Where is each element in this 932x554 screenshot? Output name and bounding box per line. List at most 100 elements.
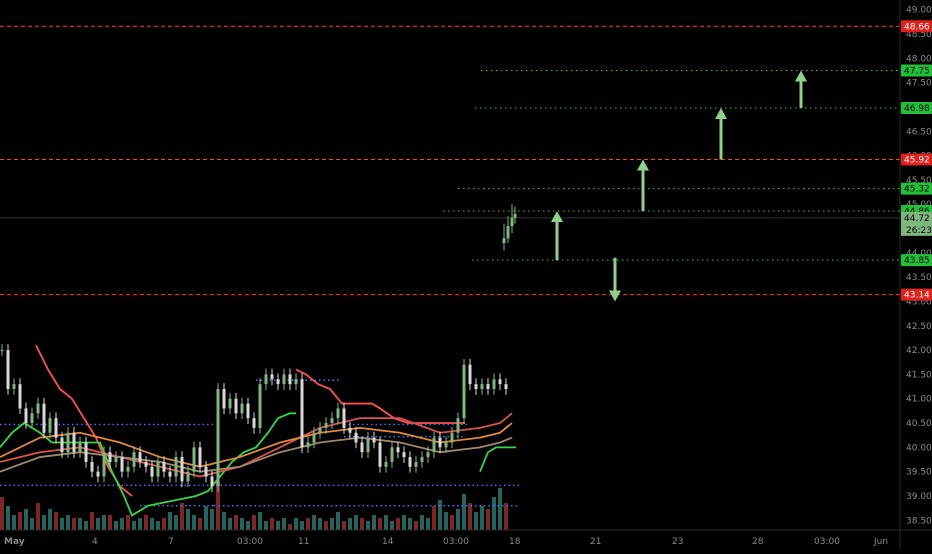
price-candle — [288, 374, 292, 385]
price-candle — [246, 403, 250, 419]
volume-bar — [318, 518, 322, 530]
volume-bar — [192, 515, 196, 530]
price-candle — [96, 471, 100, 477]
volume-bar — [72, 518, 76, 530]
price-candle — [204, 466, 208, 477]
price-candle — [402, 452, 406, 458]
price-candle — [72, 432, 76, 453]
volume-bar — [186, 509, 190, 530]
level-label-bg — [901, 20, 932, 33]
price-tick-label: 49.00 — [906, 6, 932, 16]
volume-bar — [222, 512, 226, 530]
volume-bar — [450, 515, 454, 530]
volume-bar — [180, 503, 184, 530]
price-candle — [60, 437, 64, 453]
price-candle — [6, 350, 10, 389]
volume-bar — [474, 512, 478, 530]
price-candle — [240, 403, 244, 414]
price-candle — [66, 432, 70, 453]
volume-bar — [480, 506, 484, 530]
volume-bar — [402, 515, 406, 530]
volume-bar — [126, 515, 130, 530]
volume-bar — [498, 488, 502, 530]
price-candle — [474, 384, 478, 389]
volume-bar — [486, 509, 490, 530]
volume-bar — [390, 521, 394, 530]
price-candle — [414, 461, 418, 467]
price-tick-label: 39.50 — [906, 468, 932, 478]
volume-bar — [30, 518, 34, 530]
price-candle — [360, 442, 364, 453]
volume-bar — [162, 518, 166, 530]
volume-bar — [114, 521, 118, 530]
price-candle — [90, 461, 94, 472]
time-tick-label: 4 — [92, 537, 98, 547]
price-tick-label: 48.00 — [906, 54, 932, 64]
volume-bar — [198, 518, 202, 530]
price-candle — [450, 432, 454, 443]
volume-bar — [150, 518, 154, 530]
volume-bar — [252, 515, 256, 530]
volume-bar — [216, 482, 220, 530]
price-candle — [432, 437, 436, 453]
price-candle — [162, 461, 166, 472]
price-candle — [480, 384, 484, 389]
volume-bar — [462, 494, 466, 530]
volume-bar — [270, 518, 274, 530]
price-candle — [492, 379, 496, 389]
volume-bar — [372, 515, 376, 530]
price-tick-label: 42.50 — [906, 322, 932, 332]
price-candle — [468, 364, 472, 385]
level-label-bg — [901, 101, 932, 114]
price-candle — [84, 442, 88, 462]
volume-bar — [354, 515, 358, 530]
volume-bar — [258, 512, 262, 530]
price-tick-label: 47.50 — [906, 79, 932, 89]
volume-bar — [84, 521, 88, 530]
volume-bar — [246, 521, 250, 530]
arrow-head — [795, 70, 807, 82]
price-tick-label: 45.50 — [906, 176, 932, 186]
volume-bar — [168, 512, 172, 530]
volume-bar — [24, 509, 28, 530]
volume-bar — [348, 518, 352, 530]
up-arrow — [715, 107, 727, 160]
time-tick-label: 03:00 — [237, 537, 263, 547]
time-tick-label: 7 — [168, 537, 174, 547]
price-candle — [390, 447, 394, 462]
price-candle — [42, 403, 46, 433]
time-tick-label: 28 — [752, 537, 764, 547]
price-candle — [336, 408, 340, 419]
candle-body — [502, 238, 506, 244]
price-candle — [198, 447, 202, 467]
price-candle — [180, 457, 184, 482]
price-candle — [108, 452, 112, 462]
price-candle — [234, 398, 238, 414]
time-axis[interactable]: May 4 7 03:00 11 14 03:00 18 21 23 28 03:00 Jun — [4, 537, 888, 547]
countdown-label-text: 26:23 — [906, 226, 932, 236]
volume-bar — [468, 503, 472, 530]
level-label-bg — [901, 182, 932, 195]
down-arrow — [609, 257, 621, 302]
volume-bar — [366, 521, 370, 530]
volume-bar — [306, 518, 310, 530]
price-tick-label: 43.50 — [906, 273, 932, 283]
price-candle — [78, 442, 82, 453]
price-candle — [264, 374, 268, 385]
volume-bar — [294, 518, 298, 530]
price-candle — [174, 457, 178, 477]
volume-bar — [312, 515, 316, 530]
volume-bar — [66, 515, 70, 530]
indicator-line — [0, 412, 513, 478]
price-candle — [312, 432, 316, 443]
volume-bar — [240, 518, 244, 530]
volume-bar — [288, 524, 292, 530]
price-candle — [372, 437, 376, 443]
price-candle — [210, 476, 214, 487]
volume-bar — [444, 512, 448, 530]
price-candle — [426, 452, 430, 458]
price-candle — [498, 379, 502, 385]
